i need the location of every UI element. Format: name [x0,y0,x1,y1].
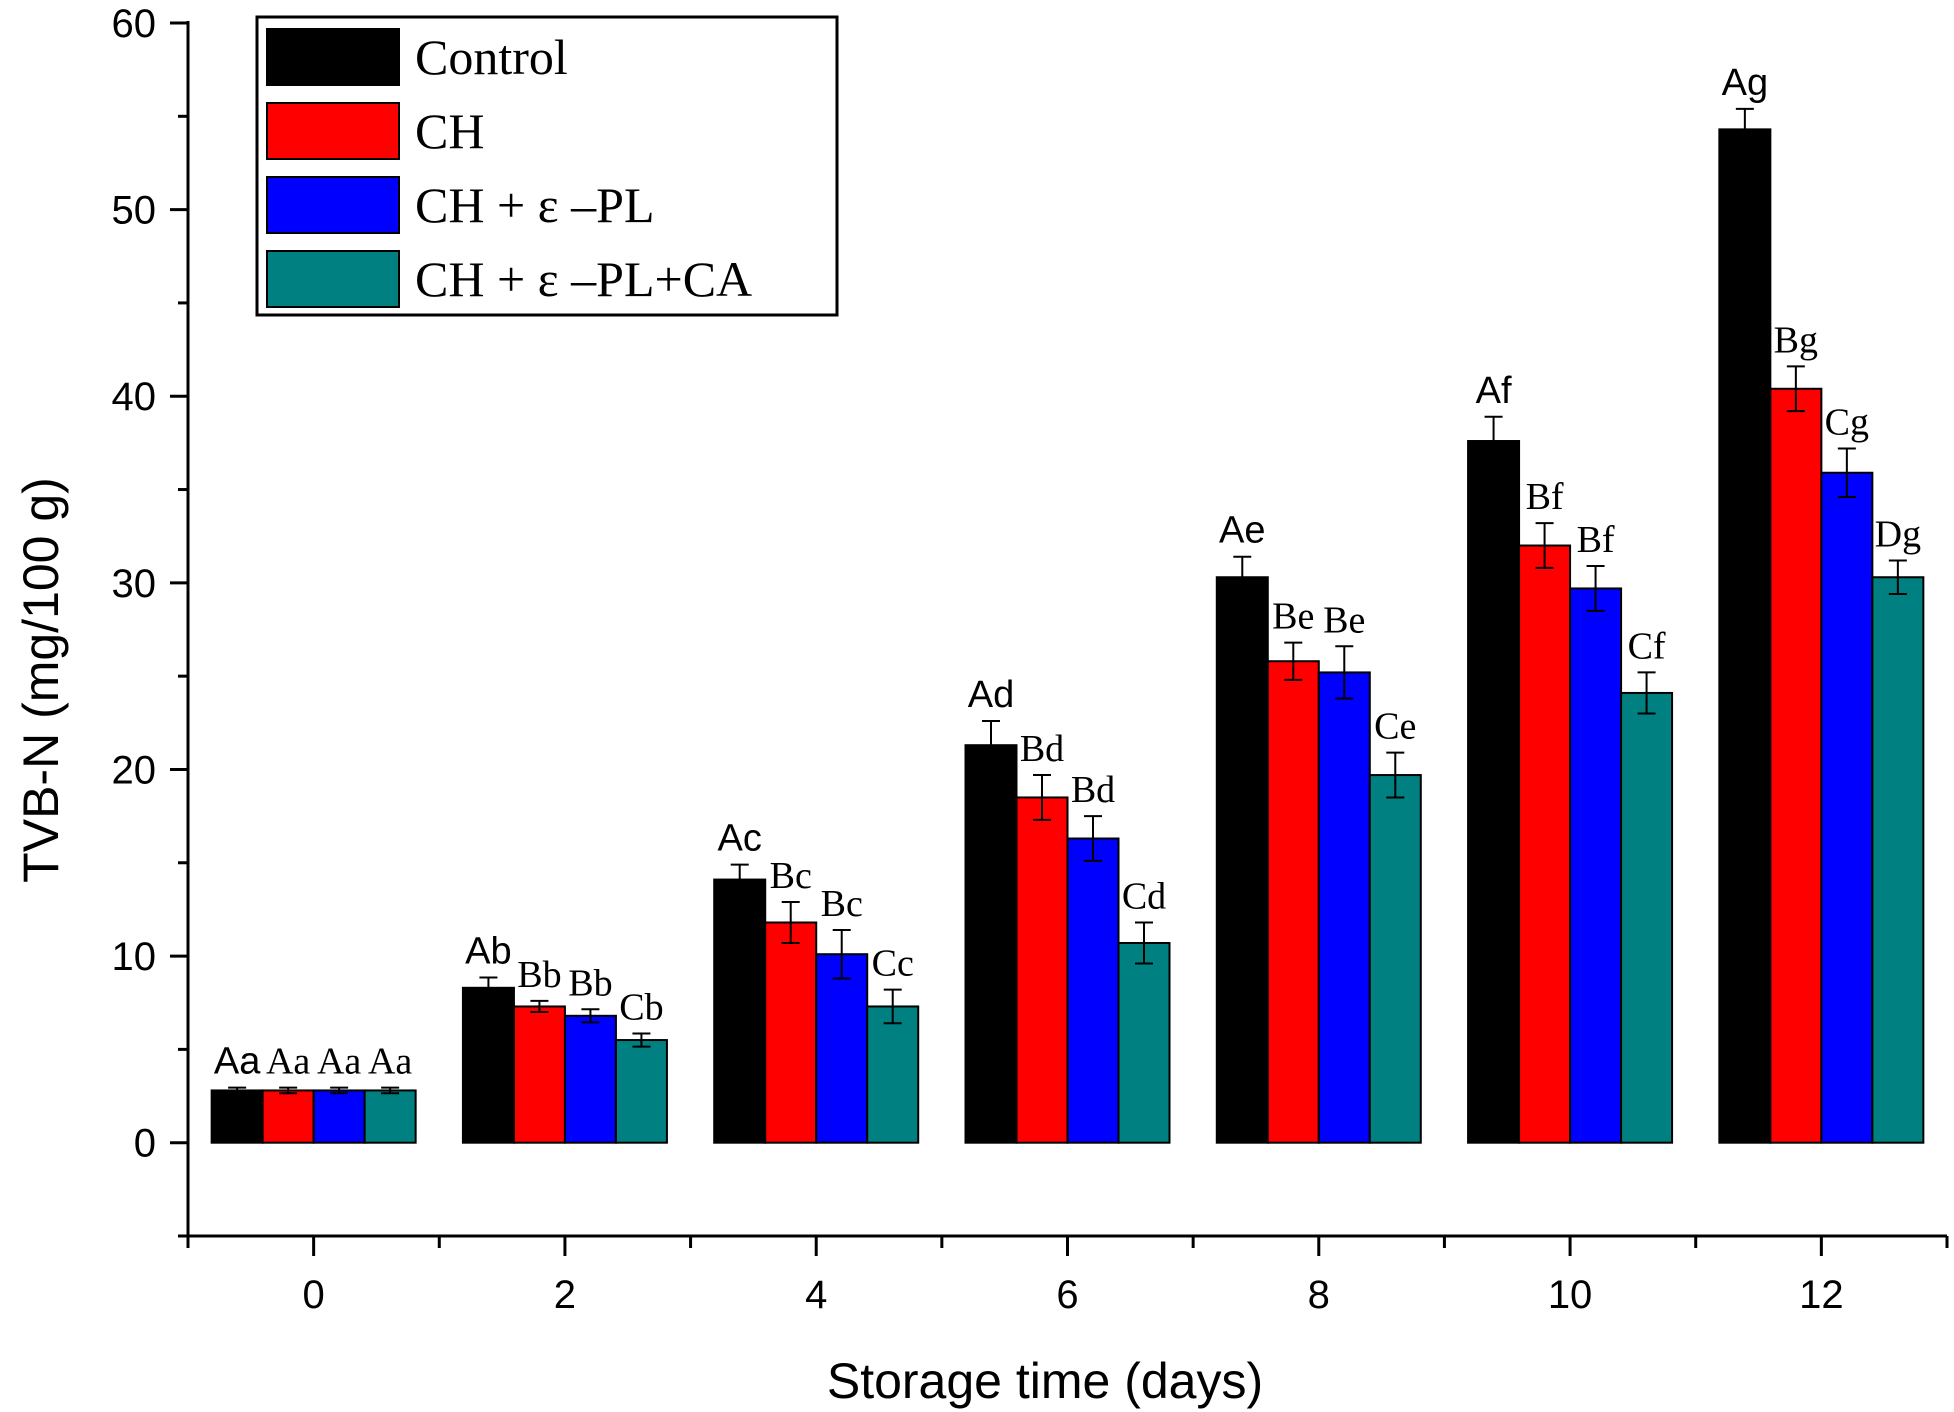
bar [1066,837,1120,1144]
data-label: Aa [266,1041,310,1083]
data-label: Aa [214,1041,261,1083]
data-label: Be [1272,596,1314,638]
bar [512,1005,566,1144]
bar [1368,774,1422,1144]
bar [1569,587,1623,1144]
data-label: Bb [517,954,561,996]
data-label: Bd [1020,728,1064,770]
y-tick-label: 40 [112,375,157,419]
bar [1718,128,1772,1144]
data-label: Dg [1875,513,1921,555]
data-label: Ce [1374,706,1416,748]
bar [1871,576,1925,1144]
data-label: Bc [770,855,812,897]
bar [764,921,818,1144]
y-axis-title: TVB-N (mg/100 g) [13,477,69,883]
y-tick-label: 0 [134,1122,156,1166]
data-label: Bf [1577,519,1615,561]
data-label: Cg [1825,401,1869,443]
bar [563,1014,617,1144]
bar [713,878,767,1144]
data-label: Ad [968,674,1014,716]
x-tick-label: 0 [303,1273,325,1317]
legend-label: CH + ε –PL [415,177,655,233]
bar [1015,796,1069,1144]
data-label: Bc [821,883,863,925]
data-label: Cc [872,943,914,985]
bar [866,1005,920,1144]
data-label: Aa [368,1041,412,1083]
data-label: Cd [1122,875,1166,917]
bar [1820,471,1874,1144]
y-tick-label: 60 [112,2,157,46]
bar [964,744,1018,1144]
data-label: Ab [465,931,511,973]
y-tick-label: 10 [112,935,157,979]
data-label: Cf [1628,625,1666,667]
data-label: Cb [619,987,663,1029]
data-label: Ac [718,818,762,860]
bar [1215,576,1269,1144]
data-label: Bf [1526,476,1564,518]
data-label: Ae [1219,510,1265,552]
data-label: Aa [317,1041,361,1083]
x-tick-label: 10 [1548,1273,1593,1317]
bar [461,986,515,1144]
x-tick-label: 8 [1308,1273,1330,1317]
axes: 0 10 20 30 40 50 60 0 2 4 6 8 10 12 [112,2,1949,1317]
bar [1467,440,1521,1144]
y-tick-label: 20 [112,748,157,792]
legend-swatch [266,176,400,234]
data-label: Ag [1722,62,1768,104]
bar [312,1089,366,1144]
data-label: Bb [568,962,612,1004]
legend-label: Control [415,29,568,85]
bar [363,1089,417,1144]
legend-label: CH + ε –PL+CA [415,251,752,307]
bar [815,953,869,1144]
bar [210,1089,264,1144]
y-tick-label: 30 [112,562,157,606]
x-tick-label: 4 [805,1273,827,1317]
data-label: Be [1323,599,1365,641]
legend-swatch [266,250,400,308]
x-tick-label: 6 [1056,1273,1078,1317]
y-tick-label: 50 [112,189,157,233]
legend-label: CH [415,103,484,159]
x-tick-label: 12 [1799,1273,1844,1317]
bar [1620,691,1674,1144]
bar [1117,942,1171,1144]
bar [261,1089,315,1144]
bar [614,1039,668,1144]
bar [1518,544,1572,1144]
data-label: Af [1476,370,1512,412]
x-axis-title: Storage time (days) [827,1353,1263,1409]
data-label: Bd [1071,769,1115,811]
bar [1769,387,1823,1144]
legend: Control CH CH + ε –PL CH + ε –PL+CA [255,15,839,317]
legend-swatch [266,102,400,160]
data-label: Bg [1774,319,1818,361]
legend-swatch [266,28,400,86]
bar [1317,671,1371,1144]
x-tick-label: 2 [554,1273,576,1317]
bar [1266,660,1320,1144]
